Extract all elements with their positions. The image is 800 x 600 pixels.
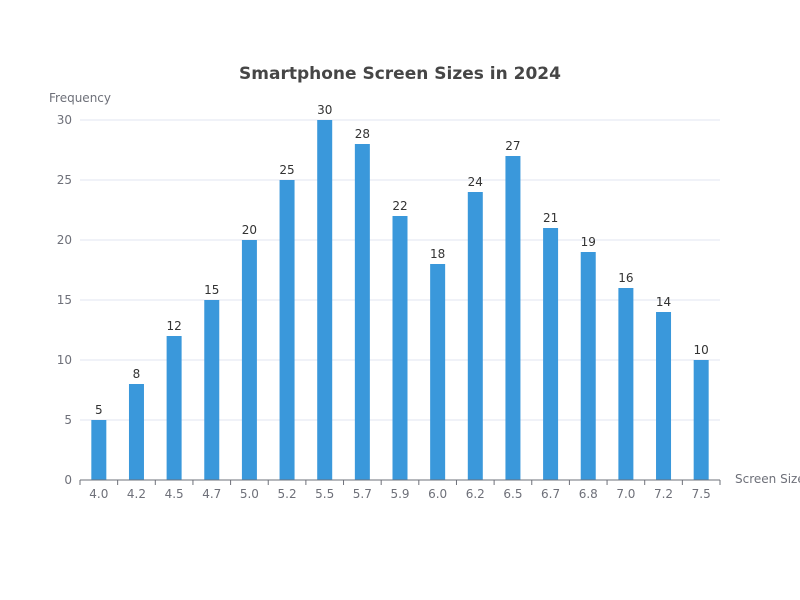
y-tick-label: 25 xyxy=(57,173,72,187)
bar xyxy=(467,192,483,480)
bar xyxy=(166,336,182,480)
x-tick-label: 6.0 xyxy=(428,487,447,501)
bar xyxy=(693,360,709,480)
bar xyxy=(656,312,672,480)
bar-value-label: 12 xyxy=(166,319,181,333)
bar-value-label: 28 xyxy=(355,127,370,141)
x-tick-label: 7.5 xyxy=(692,487,711,501)
x-tick-label: 5.0 xyxy=(240,487,259,501)
bar xyxy=(543,228,559,480)
chart-title: Smartphone Screen Sizes in 2024 xyxy=(239,64,561,84)
bar xyxy=(505,156,521,480)
bar xyxy=(241,240,257,480)
bar xyxy=(204,300,220,480)
bar-value-label: 19 xyxy=(581,235,596,249)
y-tick-label: 10 xyxy=(57,353,72,367)
y-tick-label: 0 xyxy=(64,473,72,487)
bar xyxy=(279,180,295,480)
bar-value-label: 10 xyxy=(694,343,709,357)
bar-value-label: 21 xyxy=(543,211,558,225)
y-tick-label: 5 xyxy=(64,413,72,427)
bar xyxy=(618,288,634,480)
x-tick-label: 6.8 xyxy=(579,487,598,501)
bar xyxy=(580,252,596,480)
x-tick-label: 4.2 xyxy=(127,487,146,501)
x-tick-label: 7.0 xyxy=(616,487,635,501)
bar-value-label: 18 xyxy=(430,247,445,261)
x-tick-label: 5.7 xyxy=(353,487,372,501)
x-tick-label: 6.5 xyxy=(503,487,522,501)
bar xyxy=(392,216,408,480)
bar xyxy=(128,384,144,480)
bar-value-label: 24 xyxy=(468,175,483,189)
x-tick-label: 6.2 xyxy=(466,487,485,501)
bar xyxy=(354,144,370,480)
y-axis-label: Frequency xyxy=(49,91,111,105)
x-tick-label: 5.5 xyxy=(315,487,334,501)
x-axis-label: Screen Size xyxy=(735,472,800,486)
bar-value-label: 5 xyxy=(95,403,103,417)
x-axis: 4.0 4.2 4.5 4.7 5.0 5.2 5.5 5.7 5.9 6.0 6.2 6.5 6.7 6… xyxy=(79,479,721,501)
x-tick-label: 4.7 xyxy=(202,487,221,501)
y-axis-ticks: 0 5 10 15 20 25 30 xyxy=(57,113,72,487)
bar xyxy=(91,420,107,480)
bar-value-label: 20 xyxy=(242,223,257,237)
x-tick-label: 4.5 xyxy=(165,487,184,501)
x-tick-label: 7.2 xyxy=(654,487,673,501)
bar xyxy=(317,120,333,480)
bar-value-label: 16 xyxy=(618,271,633,285)
bar-value-label: 14 xyxy=(656,295,671,309)
y-tick-label: 20 xyxy=(57,233,72,247)
data-labels: 5 8 12 15 20 25 30 28 22 18 24 27 21 19 16 14 10 xyxy=(95,103,709,417)
bar xyxy=(430,264,446,480)
y-tick-label: 15 xyxy=(57,293,72,307)
x-tick-label: 5.2 xyxy=(278,487,297,501)
bar-value-label: 22 xyxy=(392,199,407,213)
bar-value-label: 8 xyxy=(133,367,141,381)
bar-value-label: 15 xyxy=(204,283,219,297)
bar-value-label: 25 xyxy=(279,163,294,177)
x-tick-label: 4.0 xyxy=(89,487,108,501)
bar-value-label: 27 xyxy=(505,139,520,153)
bars xyxy=(91,120,709,480)
bar-value-label: 30 xyxy=(317,103,332,117)
x-tick-label: 6.7 xyxy=(541,487,560,501)
y-tick-label: 30 xyxy=(57,113,72,127)
x-tick-label: 5.9 xyxy=(390,487,409,501)
